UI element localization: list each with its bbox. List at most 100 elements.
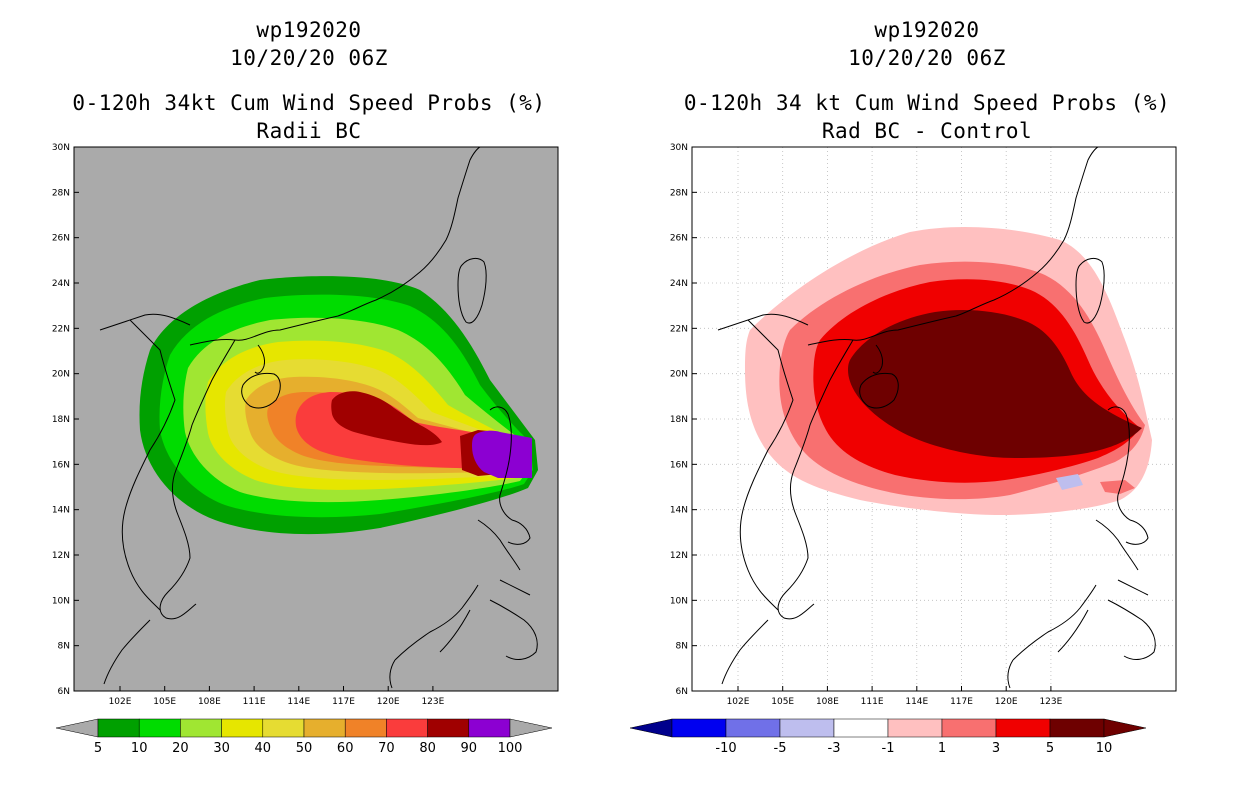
colorbar-cell [941,718,997,738]
lat-label: 16N [52,460,70,470]
lat-label: 10N [670,596,688,606]
colorbar-label: 1 [938,741,946,756]
lat-label: 10N [52,596,70,606]
lat-label: 8N [676,642,688,652]
colorbar-cell [344,718,387,738]
colorbar-right-arrow [1103,718,1147,738]
coastline-segment [241,372,281,409]
diff-contour-band-5 [1056,474,1083,490]
colorbar-cell [97,718,140,738]
colorbar-label: -10 [715,741,736,756]
coastline-segment [389,659,396,689]
coastline-segment [1012,584,1097,661]
colorbar-label: -3 [828,741,841,756]
lat-label: 16N [670,460,688,470]
prob-contour-band-9 [331,391,500,476]
colorbar-cell [1049,718,1105,738]
colorbar-cell [468,718,511,738]
colorbar-label: 90 [461,741,478,756]
right-datetime: 10/20/20 06Z [848,46,1006,70]
lon-label: 111E [861,697,884,707]
coastline-segment [159,339,236,620]
colorbar-cell [427,718,470,738]
right-axes: 30N 28N 26N 24N 22N 20N 18N 16N 14N 12N 10N 8N 6N 102… [670,143,1063,707]
colorbar-label: 20 [172,741,189,756]
left-storm-id: wp192020 [256,18,362,42]
colorbar-cell [725,718,781,738]
coastline-segment [859,372,899,409]
coastline-segment [1107,406,1149,545]
right-subtitle: Rad BC - Control [821,119,1033,143]
colorbar-label: 3 [992,741,1000,756]
colorbar-label: 30 [213,741,230,756]
lon-label: 123E [1039,697,1062,707]
lat-label: 26N [670,234,688,244]
coastline-segment [439,519,538,660]
lat-label: 6N [676,687,688,697]
colorbar-cell [262,718,305,738]
lat-label: 12N [52,551,70,561]
right-storm-id: wp192020 [874,18,980,42]
colorbar-label: 100 [498,741,523,756]
coastline-segment [489,406,531,545]
colorbar-label: 10 [1096,741,1113,756]
left-subtitle: Radii BC [256,119,362,143]
colorbar-left-arrow [55,718,99,738]
coastline-segment [189,146,481,346]
colorbar-cell [995,718,1051,738]
colorbar-cell [779,718,835,738]
lat-label: 14N [670,506,688,516]
lat-label: 28N [670,188,688,198]
left-coastlines [99,146,538,689]
colorbar-cell [221,718,264,738]
coastline-segment [807,146,1099,346]
right-coastlines [717,146,1156,689]
lon-label: 108E [198,697,221,707]
coastline-segment [99,313,191,331]
lon-label: 117E [950,697,973,707]
left-map: 30N28N26N24N22N20N18N16N14N12N10N8N6N102… [52,143,559,756]
coastline-segment [872,344,883,374]
diff-contour-band-4 [848,310,1142,458]
left-probability-contours [139,276,538,535]
colorbar-label: 60 [337,741,354,756]
colorbar-right-arrow [509,718,553,738]
lon-label: 117E [332,697,355,707]
diff-contour-band-6 [1100,480,1135,494]
lat-label: 22N [52,324,70,334]
lat-label: 26N [52,234,70,244]
lat-label: 30N [670,143,688,153]
coastline-segment [394,584,479,661]
coastline-segment [1057,519,1156,660]
colorbar-label: 70 [378,741,395,756]
coastline-segment [717,313,809,331]
lat-label: 20N [52,370,70,380]
colorbar-label: 5 [94,741,102,756]
coastline-segment [121,319,176,611]
right-panel: wp192020 10/20/20 06Z 0-120h 34 kt Cum W… [618,0,1236,800]
colorbar-cell [386,718,428,738]
right-map: 30N 28N 26N 24N 22N 20N 18N 16N 14N 12N 10N 8N 6N 102… [629,143,1177,756]
coastline-segment [777,339,854,620]
lon-label: 102E [109,697,132,707]
lat-label: 6N [58,687,70,697]
colorbar-label: 10 [131,741,148,756]
colorbar-left-arrow [629,718,673,738]
lat-label: 18N [670,415,688,425]
lat-label: 12N [670,551,688,561]
coastline-segment [721,619,769,685]
colorbar-label: 50 [296,741,313,756]
lon-label: 123E [421,697,444,707]
lon-label: 105E [153,697,176,707]
colorbar-cell [303,718,346,738]
lon-label: 120E [377,697,400,707]
coastline-segment [1007,659,1014,689]
right-colorbar: -10 -5 -3 -1 1 3 5 10 [629,718,1147,756]
lat-label: 14N [52,506,70,516]
colorbar-label: 5 [1046,741,1054,756]
colorbar-label: 40 [255,741,272,756]
lon-label: 108E [816,697,839,707]
lat-label: 8N [58,642,70,652]
lat-label: 30N [52,143,70,153]
left-axes: 30N 28N 26N 24N 22N 20N 18N 16N 14N 12N 10N 8N 6N 102… [52,143,445,707]
